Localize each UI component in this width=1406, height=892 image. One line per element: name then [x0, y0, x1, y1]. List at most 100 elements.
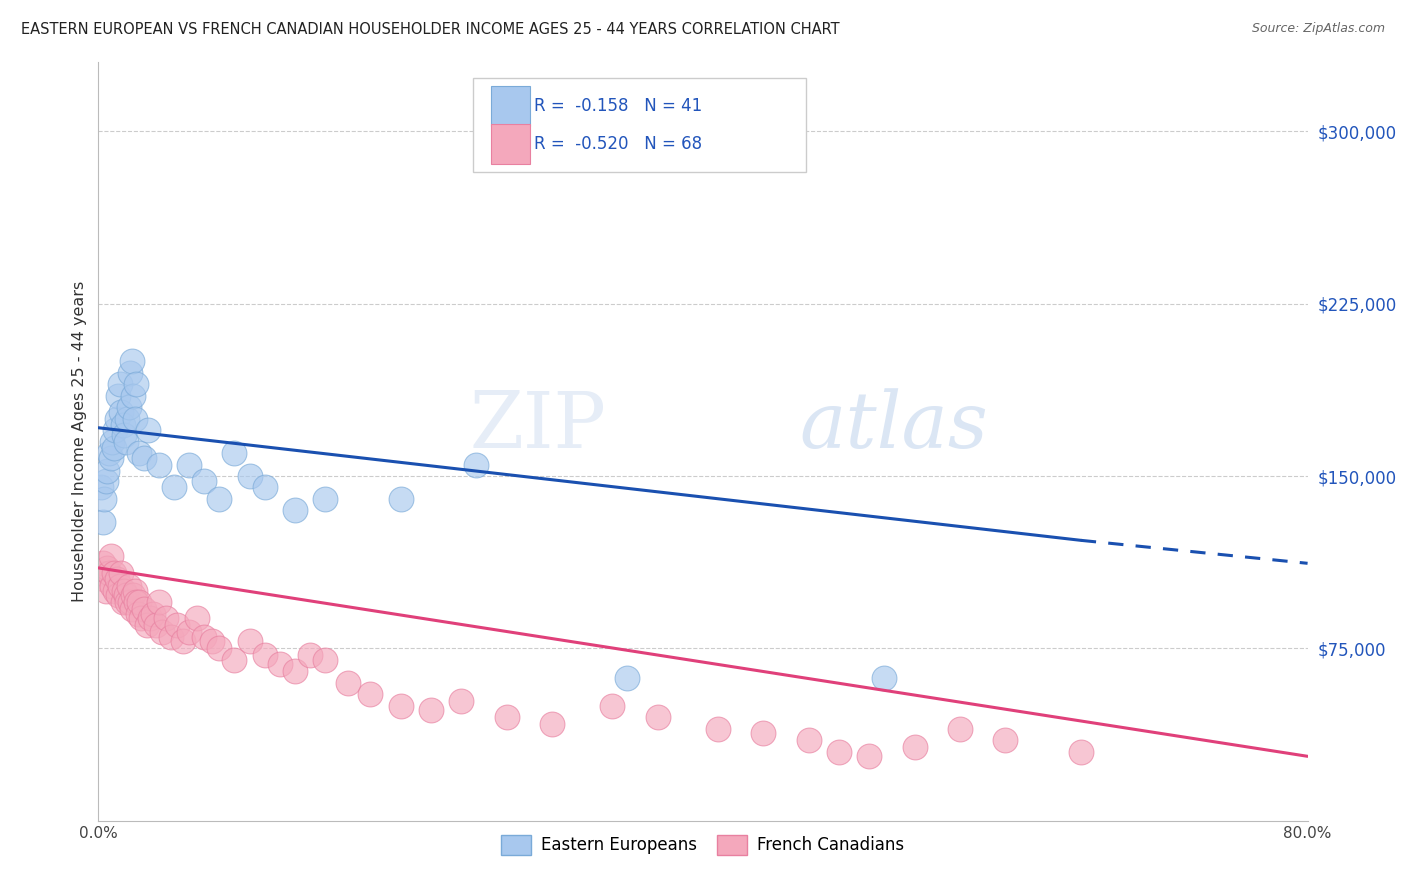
Point — [904, 740, 927, 755]
Text: R =  -0.520   N = 68: R = -0.520 N = 68 — [534, 136, 702, 153]
Point — [172, 634, 194, 648]
Point — [150, 625, 173, 640]
Point — [193, 474, 215, 488]
Point — [155, 611, 177, 625]
Point — [121, 602, 143, 616]
Point — [239, 469, 262, 483]
Point — [114, 589, 136, 603]
Point — [797, 733, 820, 747]
Point — [104, 583, 127, 598]
Point — [112, 427, 135, 442]
Point — [145, 618, 167, 632]
Point — [111, 418, 134, 433]
Text: atlas: atlas — [800, 388, 988, 465]
FancyBboxPatch shape — [474, 78, 806, 172]
Point — [122, 589, 145, 603]
Point — [142, 607, 165, 621]
Point — [135, 618, 157, 632]
Point — [114, 434, 136, 449]
Point — [179, 458, 201, 472]
Point — [336, 675, 359, 690]
Point — [166, 618, 188, 632]
Point — [314, 653, 336, 667]
Point — [103, 566, 125, 580]
Point — [132, 602, 155, 616]
Point — [389, 698, 412, 713]
Point — [602, 698, 624, 713]
Point — [110, 566, 132, 580]
Point — [108, 579, 131, 593]
Text: ZIP: ZIP — [470, 389, 606, 464]
Point — [148, 595, 170, 609]
Point — [115, 411, 138, 425]
Point — [224, 446, 246, 460]
Point — [128, 446, 150, 460]
Point — [90, 481, 112, 495]
Point — [873, 671, 896, 685]
Point — [136, 423, 159, 437]
Point — [495, 710, 517, 724]
Point — [120, 366, 142, 380]
Point — [94, 583, 117, 598]
Point — [91, 557, 114, 571]
Point — [94, 474, 117, 488]
Point — [105, 573, 128, 587]
Point — [121, 354, 143, 368]
Point — [1070, 745, 1092, 759]
Point — [179, 625, 201, 640]
Point — [112, 583, 135, 598]
Point — [239, 634, 262, 648]
Point — [148, 458, 170, 472]
Point — [994, 733, 1017, 747]
Point — [118, 400, 141, 414]
Point — [127, 607, 149, 621]
Point — [540, 717, 562, 731]
Point — [96, 561, 118, 575]
Point — [163, 481, 186, 495]
Point — [93, 573, 115, 587]
Point — [110, 405, 132, 419]
Point — [858, 749, 880, 764]
Point — [201, 634, 224, 648]
Point — [616, 671, 638, 685]
Point — [139, 611, 162, 625]
Point — [707, 722, 730, 736]
Point — [122, 388, 145, 402]
Point — [125, 595, 148, 609]
Point — [360, 687, 382, 701]
Point — [193, 630, 215, 644]
Point — [107, 388, 129, 402]
Point — [208, 641, 231, 656]
Point — [100, 450, 122, 465]
Point — [132, 450, 155, 465]
Point — [98, 446, 121, 460]
Point — [420, 703, 443, 717]
Point — [101, 434, 124, 449]
Point — [314, 491, 336, 506]
Point — [125, 377, 148, 392]
Point — [949, 722, 972, 736]
Point — [93, 491, 115, 506]
Y-axis label: Householder Income Ages 25 - 44 years: Householder Income Ages 25 - 44 years — [72, 281, 87, 602]
Point — [284, 665, 307, 679]
Point — [253, 648, 276, 663]
Point — [91, 515, 114, 529]
Point — [253, 481, 276, 495]
Point — [120, 595, 142, 609]
Point — [111, 595, 134, 609]
FancyBboxPatch shape — [492, 125, 530, 164]
Point — [101, 579, 124, 593]
Point — [90, 566, 112, 580]
Point — [284, 503, 307, 517]
Point — [224, 653, 246, 667]
Text: EASTERN EUROPEAN VS FRENCH CANADIAN HOUSEHOLDER INCOME AGES 25 - 44 YEARS CORREL: EASTERN EUROPEAN VS FRENCH CANADIAN HOUS… — [21, 22, 839, 37]
Point — [389, 491, 412, 506]
Point — [124, 583, 146, 598]
Point — [828, 745, 851, 759]
Point — [129, 611, 152, 625]
Point — [115, 595, 138, 609]
Point — [118, 579, 141, 593]
Point — [450, 694, 472, 708]
Point — [96, 464, 118, 478]
Point — [269, 657, 291, 672]
